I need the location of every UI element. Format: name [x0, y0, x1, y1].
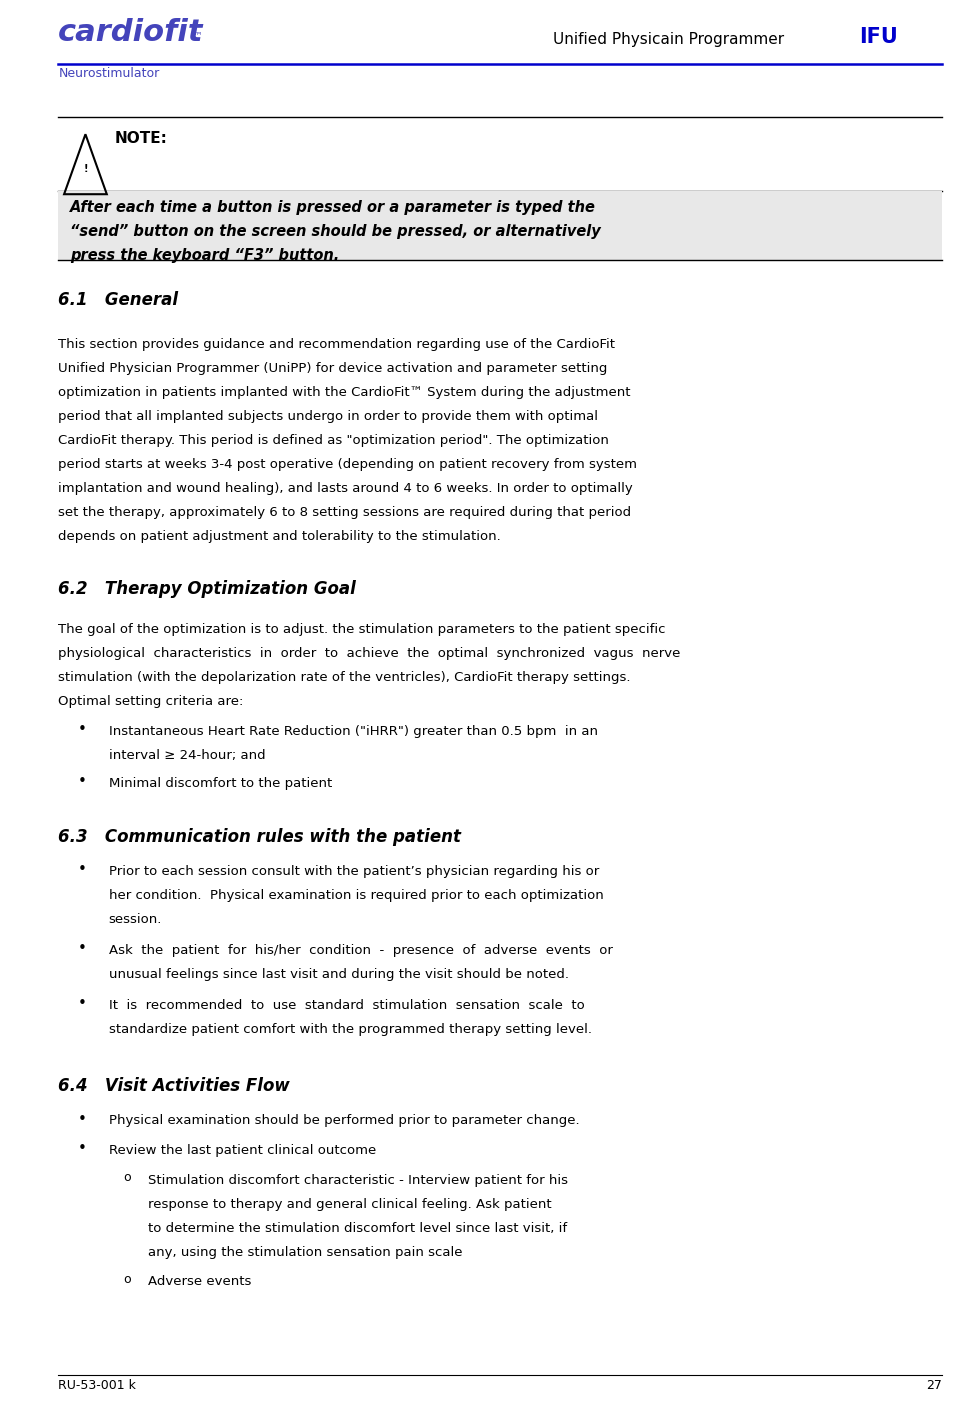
Text: After each time a button is pressed or a parameter is typed the: After each time a button is pressed or a… [70, 200, 596, 216]
Text: •: • [78, 1141, 86, 1157]
Text: optimization in patients implanted with the CardioFit™ System during the adjustm: optimization in patients implanted with … [58, 387, 631, 400]
Text: •: • [78, 774, 86, 790]
Text: 6.4   Visit Activities Flow: 6.4 Visit Activities Flow [58, 1077, 290, 1095]
Text: response to therapy and general clinical feeling. Ask patient: response to therapy and general clinical… [148, 1198, 552, 1211]
Text: •: • [78, 863, 86, 877]
Text: 6.2   Therapy Optimization Goal: 6.2 Therapy Optimization Goal [58, 580, 356, 598]
Text: •: • [78, 1111, 86, 1127]
Text: This section provides guidance and recommendation regarding use of the CardioFit: This section provides guidance and recom… [58, 338, 616, 351]
Text: session.: session. [109, 912, 162, 927]
Text: her condition.  Physical examination is required prior to each optimization: her condition. Physical examination is r… [109, 890, 604, 902]
Text: •: • [78, 721, 86, 737]
Text: Stimulation discomfort characteristic - Interview patient for his: Stimulation discomfort characteristic - … [148, 1174, 568, 1187]
Text: unusual feelings since last visit and during the visit should be noted.: unusual feelings since last visit and du… [109, 968, 569, 981]
Text: Physical examination should be performed prior to parameter change.: Physical examination should be performed… [109, 1114, 580, 1128]
Text: period starts at weeks 3-4 post operative (depending on patient recovery from sy: period starts at weeks 3-4 post operativ… [58, 458, 637, 471]
Text: set the therapy, approximately 6 to 8 setting sessions are required during that : set the therapy, approximately 6 to 8 se… [58, 507, 631, 520]
Text: 27: 27 [926, 1379, 942, 1392]
Text: period that all implanted subjects undergo in order to provide them with optimal: period that all implanted subjects under… [58, 410, 598, 424]
Text: Optimal setting criteria are:: Optimal setting criteria are: [58, 695, 244, 708]
Text: o: o [123, 1272, 131, 1285]
Text: 6.3   Communication rules with the patient: 6.3 Communication rules with the patient [58, 828, 461, 845]
Text: implantation and wound healing), and lasts around 4 to 6 weeks. In order to opti: implantation and wound healing), and las… [58, 483, 633, 496]
Text: CardioFit therapy. This period is defined as "optimization period". The optimiza: CardioFit therapy. This period is define… [58, 434, 609, 447]
Text: Minimal discomfort to the patient: Minimal discomfort to the patient [109, 777, 332, 790]
Text: 6.1   General: 6.1 General [58, 291, 179, 310]
Text: Ask  the  patient  for  his/her  condition  -  presence  of  adverse  events  or: Ask the patient for his/her condition - … [109, 944, 613, 957]
Text: physiological  characteristics  in  order  to  achieve  the  optimal  synchroniz: physiological characteristics in order t… [58, 647, 681, 660]
Text: “send” button on the screen should be pressed, or alternatively: “send” button on the screen should be pr… [70, 224, 601, 238]
Text: ™: ™ [192, 30, 202, 40]
Text: Review the last patient clinical outcome: Review the last patient clinical outcome [109, 1144, 376, 1157]
Text: Unified Physician Programmer (UniPP) for device activation and parameter setting: Unified Physician Programmer (UniPP) for… [58, 363, 608, 376]
Text: •: • [78, 997, 86, 1011]
Text: standardize patient comfort with the programmed therapy setting level.: standardize patient comfort with the pro… [109, 1024, 591, 1037]
Text: •: • [78, 941, 86, 957]
Text: Prior to each session consult with the patient’s physician regarding his or: Prior to each session consult with the p… [109, 865, 599, 878]
Text: The goal of the optimization is to adjust. the stimulation parameters to the pat: The goal of the optimization is to adjus… [58, 623, 666, 635]
Text: cardiofit: cardiofit [58, 19, 204, 47]
Text: to determine the stimulation discomfort level since last visit, if: to determine the stimulation discomfort … [148, 1222, 567, 1235]
Text: Neurostimulator: Neurostimulator [58, 67, 159, 80]
Text: interval ≥ 24-hour; and: interval ≥ 24-hour; and [109, 748, 265, 761]
Text: any, using the stimulation sensation pain scale: any, using the stimulation sensation pai… [148, 1245, 462, 1259]
Text: Instantaneous Heart Rate Reduction ("iHRR") greater than 0.5 bpm  in an: Instantaneous Heart Rate Reduction ("iHR… [109, 724, 598, 738]
Text: NOTE:: NOTE: [115, 131, 167, 147]
Text: !: ! [84, 164, 87, 174]
Text: IFU: IFU [859, 27, 898, 47]
FancyBboxPatch shape [58, 191, 942, 260]
Text: RU-53-001 k: RU-53-001 k [58, 1379, 136, 1392]
Text: stimulation (with the depolarization rate of the ventricles), CardioFit therapy : stimulation (with the depolarization rat… [58, 671, 631, 684]
Text: Unified Physicain Programmer: Unified Physicain Programmer [553, 31, 785, 47]
Text: Adverse events: Adverse events [148, 1275, 251, 1288]
Text: o: o [123, 1171, 131, 1184]
Text: It  is  recommended  to  use  standard  stimulation  sensation  scale  to: It is recommended to use standard stimul… [109, 1000, 585, 1012]
Text: depends on patient adjustment and tolerability to the stimulation.: depends on patient adjustment and tolera… [58, 530, 501, 544]
Text: press the keyboard “F3” button.: press the keyboard “F3” button. [70, 248, 339, 263]
